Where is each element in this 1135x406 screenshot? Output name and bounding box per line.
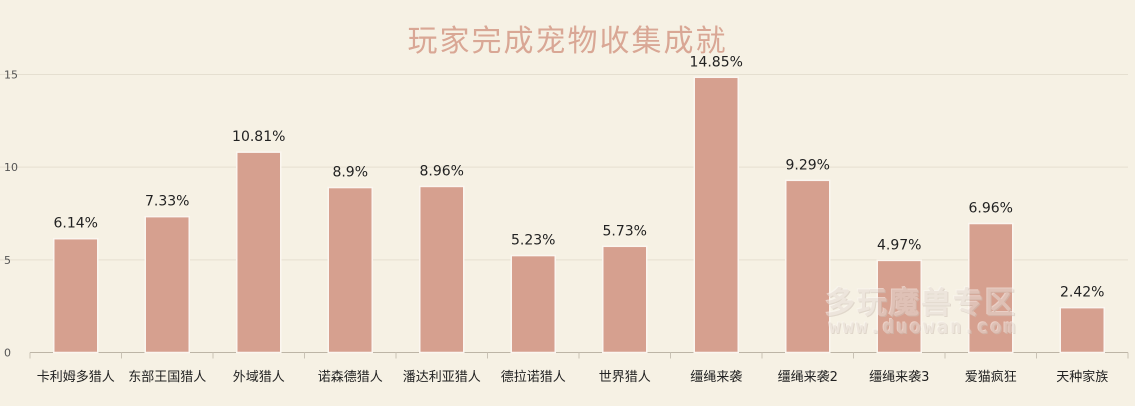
- bar: [876, 259, 922, 354]
- bar-value-label: 6.14%: [54, 216, 98, 232]
- bar-value-label: 5.73%: [603, 223, 647, 239]
- bar: [968, 222, 1014, 354]
- chart-title: 玩家完成宠物收集成就: [407, 24, 728, 59]
- x-category-label: 缰绳来袭2: [778, 370, 838, 385]
- x-category-label: 卡利姆多猎人: [37, 369, 115, 385]
- bar-value-label: 7.33%: [145, 194, 189, 210]
- y-tick-label: 0: [4, 347, 11, 360]
- x-category-label: 缰绳来袭: [690, 370, 742, 385]
- watermark-main-text: 多玩魔兽专区: [825, 286, 1017, 321]
- bar: [693, 76, 739, 354]
- duowan-watermark: 多玩魔兽专区 www.duowan.com: [815, 276, 1065, 346]
- bar: [602, 245, 648, 354]
- y-tick-label: 5: [4, 254, 11, 267]
- bar: [236, 151, 282, 354]
- bar: [785, 179, 831, 354]
- bar: [1059, 306, 1105, 354]
- bar: [419, 185, 465, 354]
- x-category-label: 诺森德猎人: [318, 370, 383, 385]
- x-category-label: 爱猫疯狂: [965, 369, 1017, 385]
- x-category-label: 天种家族: [1056, 369, 1108, 385]
- x-category-label: 潘达利亚猎人: [403, 370, 481, 385]
- watermark-url-text: www.duowan.com: [829, 316, 1018, 338]
- x-category-label: 东部王国猎人: [128, 370, 206, 385]
- bar: [510, 254, 556, 354]
- bar: [144, 215, 190, 354]
- y-tick-label: 10: [4, 161, 18, 174]
- bar-value-label: 8.9%: [332, 165, 368, 181]
- x-category-label: 世界猎人: [599, 370, 651, 385]
- bar-value-label: 6.96%: [969, 201, 1013, 217]
- bar-value-label: 9.29%: [786, 157, 830, 173]
- bar-value-label: 2.42%: [1060, 285, 1104, 301]
- bar-value-label: 5.23%: [511, 233, 555, 249]
- y-tick-label: 15: [4, 69, 18, 82]
- x-category-label: 德拉诺猎人: [501, 370, 566, 385]
- bar-value-label: 10.81%: [232, 129, 285, 145]
- bar: [53, 237, 99, 354]
- bar-value-label: 14.85%: [690, 54, 743, 70]
- bar-value-label: 4.97%: [877, 237, 921, 253]
- x-category-label: 缰绳来袭3: [869, 370, 929, 385]
- x-category-label: 外域猎人: [233, 370, 285, 385]
- bar: [327, 186, 373, 354]
- bar-value-label: 8.96%: [420, 163, 464, 179]
